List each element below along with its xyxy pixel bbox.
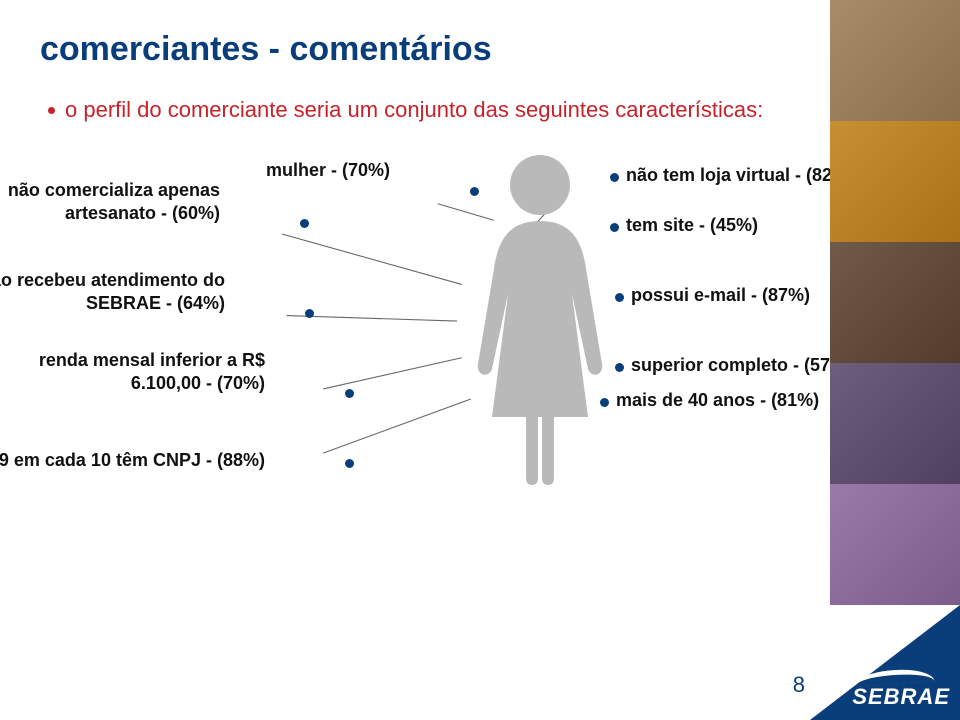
photo-strip-segment bbox=[830, 242, 960, 363]
profile-right-item: possui e-mail - (87%) bbox=[631, 284, 810, 307]
profile-right-item: tem site - (45%) bbox=[626, 214, 758, 237]
profile-dot bbox=[305, 309, 314, 318]
profile-dot bbox=[600, 398, 609, 407]
subtitle-row: o perfil do comerciante seria um conjunt… bbox=[48, 97, 920, 123]
woman-icon bbox=[470, 149, 610, 489]
profile-right-item: superior completo - (57%) bbox=[631, 354, 852, 377]
photo-strip bbox=[830, 0, 960, 605]
profile-left-item: não recebeu atendimento do SEBRAE - (64%… bbox=[0, 269, 225, 316]
profile-dot bbox=[615, 293, 624, 302]
profile-dot bbox=[615, 363, 624, 372]
profile-dot bbox=[470, 187, 479, 196]
profile-left-item: não comercializa apenas artesanato - (60… bbox=[0, 179, 220, 226]
profile-dot bbox=[300, 219, 309, 228]
profile-right-item: não tem loja virtual - (82%) bbox=[626, 164, 854, 187]
profile-diagram: mulher - (70%)não comercializa apenas ar… bbox=[40, 159, 920, 529]
sebrae-logo: SEBRAE bbox=[810, 605, 960, 720]
slide-title: comerciantes - comentários bbox=[40, 30, 920, 69]
profile-dot bbox=[610, 223, 619, 232]
slide: comerciantes - comentários o perfil do c… bbox=[0, 0, 960, 720]
bullet-icon bbox=[48, 107, 55, 114]
profile-left-item: 9 em cada 10 têm CNPJ - (88%) bbox=[0, 449, 265, 472]
profile-dot bbox=[610, 173, 619, 182]
profile-right-item: mais de 40 anos - (81%) bbox=[616, 389, 819, 412]
photo-strip-segment bbox=[830, 0, 960, 121]
photo-strip-segment bbox=[830, 363, 960, 484]
profile-left-item: renda mensal inferior a R$ 6.100,00 - (7… bbox=[35, 349, 265, 396]
page-number: 8 bbox=[793, 672, 805, 698]
photo-strip-segment bbox=[830, 121, 960, 242]
photo-strip-segment bbox=[830, 484, 960, 605]
profile-dot bbox=[345, 389, 354, 398]
slide-subtitle: o perfil do comerciante seria um conjunt… bbox=[65, 97, 763, 123]
profile-dot bbox=[345, 459, 354, 468]
logo-text: SEBRAE bbox=[852, 684, 950, 710]
